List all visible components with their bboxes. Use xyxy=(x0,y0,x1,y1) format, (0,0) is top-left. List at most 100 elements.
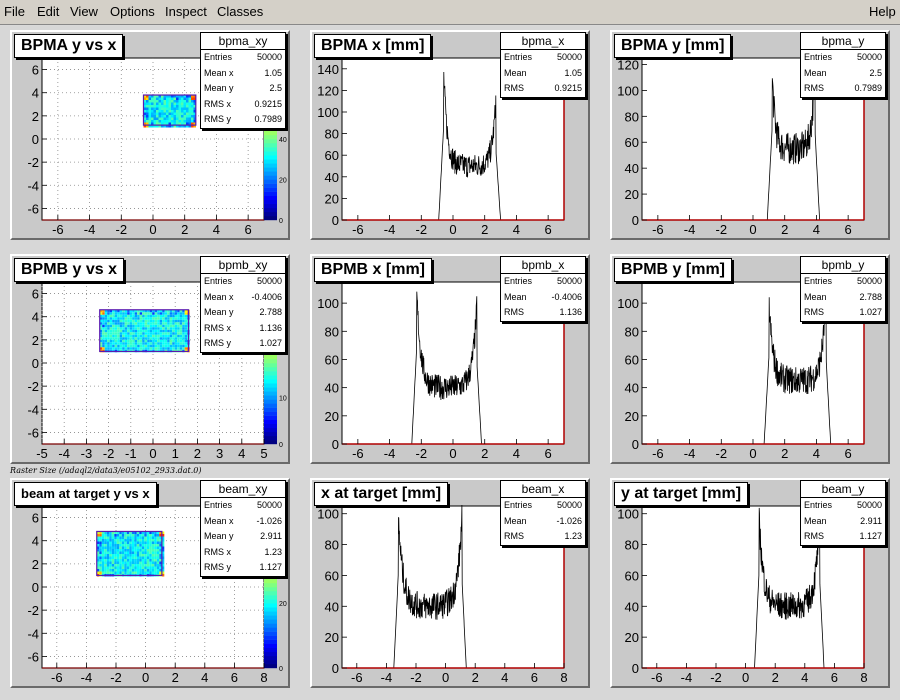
menu-edit[interactable]: Edit xyxy=(37,4,60,19)
bin-cell xyxy=(119,564,122,567)
pad-title[interactable]: BPMB y vs x xyxy=(14,258,125,282)
bin-cell xyxy=(151,125,154,128)
pad-bpma-x[interactable]: -6 -4 -2 0 2 4 6 0 20 40 60 80 100 120 140 BPMA x [mm] b… xyxy=(310,30,590,240)
x-tick-label: 2 xyxy=(194,446,201,461)
bin-cell xyxy=(99,554,102,557)
bin-cell xyxy=(121,534,125,537)
bin-cell xyxy=(112,329,115,333)
pad-title[interactable]: x at target [mm] xyxy=(314,482,449,506)
bin-cell xyxy=(153,125,156,128)
bin-cell xyxy=(104,319,108,323)
stats-box[interactable]: bpma_xy Entries 50000 Mean x 1.05 Mean y 2.5 RM… xyxy=(200,32,286,129)
stats-box[interactable]: bpma_y Entries 50000 Mean 2.5 RMS 0.7989 xyxy=(800,32,886,98)
y-tick-label: 60 xyxy=(625,135,639,150)
bin-cell xyxy=(147,329,150,333)
pad-bpmb-x[interactable]: -6 -4 -2 0 2 4 6 0 20 40 60 80 100 BPMB x [mm] bpmb_x E… xyxy=(310,254,590,464)
bin-cell xyxy=(152,324,155,328)
stats-box[interactable]: bpmb_xy Entries 50000 Mean x -0.4006 Mean y 2.… xyxy=(200,256,286,353)
stats-row: RMS 0.9215 xyxy=(501,81,585,97)
stats-box[interactable]: bpmb_x Entries 50000 Mean -0.4006 RMS 1.136 xyxy=(500,256,586,322)
menu-bar: File Edit View Options Inspect Classes H… xyxy=(0,0,900,25)
bin-cell xyxy=(173,97,176,100)
stats-box[interactable]: beam_y Entries 50000 Mean 2.911 RMS 1.127 xyxy=(800,480,886,546)
bin-cell xyxy=(131,539,135,542)
bin-cell xyxy=(158,117,161,120)
bin-cell xyxy=(181,120,184,123)
menu-file[interactable]: File xyxy=(4,4,25,19)
bin-cell xyxy=(167,324,170,328)
bin-cell xyxy=(161,112,164,115)
bin-cell xyxy=(157,332,160,335)
bin-cell xyxy=(167,337,170,340)
bin-cell xyxy=(134,564,137,567)
menu-classes[interactable]: Classes xyxy=(217,4,264,19)
palette-band xyxy=(264,187,277,192)
bin-cell xyxy=(159,556,162,559)
pad-title[interactable]: y at target [mm] xyxy=(614,482,749,506)
bin-cell xyxy=(156,112,159,115)
pad-bpma-y[interactable]: -6 -4 -2 0 2 4 6 0 20 40 60 80 100 120 BPMA y [mm] bpma… xyxy=(610,30,890,240)
bin-cell xyxy=(142,314,145,318)
bin-cell xyxy=(127,334,130,338)
pad-title[interactable]: beam at target y vs x xyxy=(14,482,157,506)
pad-bpmb-y[interactable]: -6 -4 -2 0 2 4 6 0 20 40 60 80 100 BPMB y [mm] bpmb_y E… xyxy=(610,254,890,464)
bin-cell xyxy=(104,312,108,315)
bin-cell xyxy=(114,347,118,350)
stats-box-title: beam_xy xyxy=(201,481,285,498)
menu-options[interactable]: Options xyxy=(110,4,155,19)
bin-cell xyxy=(119,544,122,547)
bin-cell xyxy=(99,317,103,320)
x-tick-label: 6 xyxy=(545,446,552,461)
bin-cell xyxy=(169,312,173,315)
stats-box[interactable]: bpmb_y Entries 50000 Mean 2.788 RMS 1.027 xyxy=(800,256,886,322)
bin-cell xyxy=(112,334,115,338)
bin-cell xyxy=(149,544,152,547)
bin-cell xyxy=(159,324,163,328)
bin-cell xyxy=(152,314,155,318)
pad-title[interactable]: BPMA y [mm] xyxy=(614,34,732,58)
stats-row: RMS x 1.136 xyxy=(201,321,285,337)
stats-box[interactable]: beam_xy Entries 50000 Mean x -1.026 Mean y 2.9… xyxy=(200,480,286,577)
bin-cell xyxy=(121,541,125,544)
bin-cell xyxy=(153,110,156,113)
stats-box[interactable]: bpma_x Entries 50000 Mean 1.05 RMS 0.9215 xyxy=(500,32,586,98)
stats-value: 50000 xyxy=(856,52,882,62)
pad-beam-x[interactable]: -6 -4 -2 0 2 4 6 8 0 20 40 60 80 100 x at target [mm] b… xyxy=(310,478,590,688)
bin-cell xyxy=(106,566,110,569)
bin-cell xyxy=(139,536,142,539)
pad-title[interactable]: BPMA y vs x xyxy=(14,34,124,58)
bin-cell xyxy=(177,337,180,340)
bin-cell xyxy=(142,344,145,348)
bin-cell xyxy=(139,314,143,318)
stats-box[interactable]: beam_x Entries 50000 Mean -1.026 RMS 1.23 xyxy=(500,480,586,546)
bin-cell xyxy=(134,309,138,313)
bin-cell xyxy=(132,317,135,320)
pad-title[interactable]: BPMB x [mm] xyxy=(314,258,433,282)
bin-cell xyxy=(119,566,122,569)
bin-cell xyxy=(171,97,174,100)
menu-view[interactable]: View xyxy=(70,4,98,19)
pad-beam-y[interactable]: -6 -4 -2 0 2 4 6 8 0 20 40 60 80 100 y at target [mm] b… xyxy=(610,478,890,688)
bin-cell xyxy=(126,564,130,567)
bin-cell xyxy=(151,110,154,113)
bin-cell xyxy=(117,312,120,315)
menu-inspect[interactable]: Inspect xyxy=(165,4,207,19)
pad-title[interactable]: BPMA x [mm] xyxy=(314,34,432,58)
pad-title[interactable]: BPMB y [mm] xyxy=(614,258,733,282)
menu-help[interactable]: Help xyxy=(869,4,896,19)
bin-cell xyxy=(163,97,166,100)
bin-cell xyxy=(149,342,153,345)
bin-cell xyxy=(174,312,178,315)
bin-cell xyxy=(129,332,133,335)
x-tick-label: 4 xyxy=(213,222,220,237)
bin-cell xyxy=(104,536,107,539)
palette-band xyxy=(264,367,277,372)
x-tick-label: 6 xyxy=(845,222,852,237)
bin-cell xyxy=(148,112,151,115)
bin-cell xyxy=(127,309,130,313)
